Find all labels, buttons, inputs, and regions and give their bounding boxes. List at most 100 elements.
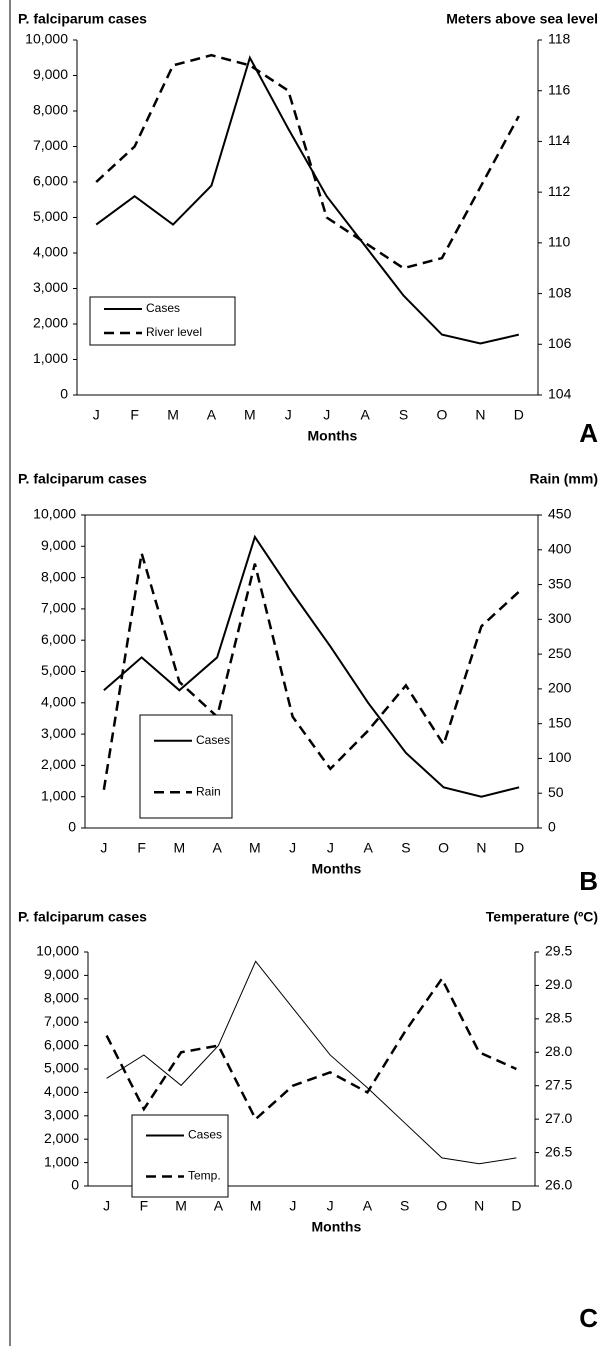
- y-tick-label: 9,000: [33, 66, 68, 82]
- y-tick-label: 2,000: [33, 315, 68, 331]
- legend-label: River level: [146, 325, 202, 339]
- y2-tick-label: 0: [548, 819, 556, 835]
- legend-box: [139, 714, 233, 819]
- x-tick-label: S: [401, 840, 410, 856]
- x-tick-label: J: [289, 840, 296, 856]
- y2-tick-label: 108: [548, 284, 572, 300]
- x-tick-label: M: [249, 840, 261, 856]
- y-axis-title: P. falciparum cases: [18, 11, 147, 27]
- x-tick-label: J: [327, 840, 334, 856]
- y2-tick-label: 27.5: [545, 1076, 572, 1092]
- y-tick-label: 8,000: [44, 990, 79, 1006]
- x-tick-label: J: [103, 1198, 110, 1214]
- x-tick-label: A: [363, 1198, 373, 1214]
- y-tick-label: 7,000: [33, 137, 68, 153]
- y-tick-label: 4,000: [41, 694, 76, 710]
- legend-label: Cases: [146, 301, 180, 315]
- y-tick-label: 0: [60, 386, 68, 402]
- y2-tick-label: 114: [548, 132, 571, 148]
- panel-label: C: [579, 1303, 598, 1333]
- y-tick-label: 0: [68, 819, 76, 835]
- data-line: [102, 552, 520, 790]
- x-tick-label: J: [327, 1198, 334, 1214]
- x-tick-label: D: [514, 840, 524, 856]
- x-tick-label: J: [323, 407, 330, 423]
- y-tick-label: 1,000: [44, 1153, 79, 1169]
- x-tick-label: M: [175, 1198, 187, 1214]
- legend-label: Cases: [196, 733, 230, 747]
- y-tick-label: 7,000: [41, 600, 76, 616]
- y-tick-label: 8,000: [41, 568, 76, 584]
- legend-label: Rain: [196, 784, 221, 798]
- y-tick-label: 6,000: [33, 173, 68, 189]
- y2-tick-label: 50: [548, 784, 564, 800]
- x-tick-label: M: [167, 407, 179, 423]
- legend-box: [131, 1114, 229, 1198]
- x-tick-label: A: [363, 840, 373, 856]
- x-tick-label: O: [437, 407, 448, 423]
- y-tick-label: 10,000: [25, 31, 68, 47]
- y-tick-label: 10,000: [36, 943, 79, 959]
- x-axis-title: Months: [308, 428, 358, 444]
- x-tick-label: N: [474, 1198, 484, 1214]
- x-axis-title: Months: [312, 861, 362, 877]
- y-tick-label: 8,000: [33, 102, 68, 118]
- y2-tick-label: 118: [548, 31, 571, 47]
- x-tick-label: D: [511, 1198, 521, 1214]
- legend-label: Temp.: [188, 1169, 221, 1183]
- x-tick-label: N: [475, 407, 485, 423]
- y2-tick-label: 116: [548, 81, 571, 97]
- y-tick-label: 9,000: [41, 537, 76, 553]
- y2-tick-label: 28.5: [545, 1010, 572, 1026]
- panel-label: B: [579, 866, 598, 896]
- data-line: [105, 976, 517, 1122]
- x-tick-label: A: [214, 1198, 224, 1214]
- y2-axis-title: Meters above sea level: [446, 11, 598, 27]
- x-axis-title: Months: [312, 1219, 362, 1235]
- x-tick-label: F: [140, 1198, 149, 1214]
- x-tick-label: J: [93, 407, 100, 423]
- x-tick-label: M: [244, 407, 256, 423]
- y2-tick-label: 200: [548, 680, 572, 696]
- y2-tick-label: 150: [548, 714, 572, 730]
- x-tick-label: J: [285, 407, 292, 423]
- y-tick-label: 3,000: [33, 279, 68, 295]
- y-axis-title: P. falciparum cases: [18, 471, 147, 487]
- y2-tick-label: 300: [548, 610, 572, 626]
- x-tick-label: O: [438, 840, 449, 856]
- legend-label: Cases: [188, 1128, 222, 1142]
- x-tick-label: A: [212, 840, 222, 856]
- y2-tick-label: 28.0: [545, 1043, 572, 1059]
- y-tick-label: 5,000: [44, 1060, 79, 1076]
- y-tick-label: 5,000: [41, 662, 76, 678]
- data-line: [103, 534, 520, 798]
- y-axis-title: P. falciparum cases: [18, 909, 147, 925]
- y-tick-label: 7,000: [44, 1013, 79, 1029]
- y2-tick-label: 350: [548, 575, 572, 591]
- data-line: [106, 960, 517, 1165]
- y2-tick-label: 26.5: [545, 1143, 572, 1159]
- y-tick-label: 5,000: [33, 208, 68, 224]
- y2-tick-label: 26.0: [545, 1177, 572, 1193]
- x-tick-label: M: [174, 840, 186, 856]
- x-tick-label: J: [289, 1198, 296, 1214]
- y2-tick-label: 110: [548, 234, 571, 250]
- y-tick-label: 1,000: [41, 787, 76, 803]
- x-tick-label: S: [400, 1198, 409, 1214]
- y2-tick-label: 250: [548, 645, 572, 661]
- y-tick-label: 9,000: [44, 966, 79, 982]
- x-tick-label: N: [476, 840, 486, 856]
- y-tick-label: 3,000: [44, 1107, 79, 1123]
- x-tick-label: S: [399, 407, 408, 423]
- y2-tick-label: 27.0: [545, 1110, 572, 1126]
- y2-tick-label: 106: [548, 335, 572, 351]
- y2-tick-label: 112: [548, 183, 571, 199]
- y2-axis-title: Rain (mm): [530, 471, 598, 487]
- x-tick-label: F: [137, 840, 146, 856]
- x-tick-label: D: [514, 407, 524, 423]
- y-tick-label: 2,000: [44, 1130, 79, 1146]
- data-line: [95, 53, 520, 270]
- x-tick-label: O: [436, 1198, 447, 1214]
- y2-tick-label: 29.0: [545, 976, 572, 992]
